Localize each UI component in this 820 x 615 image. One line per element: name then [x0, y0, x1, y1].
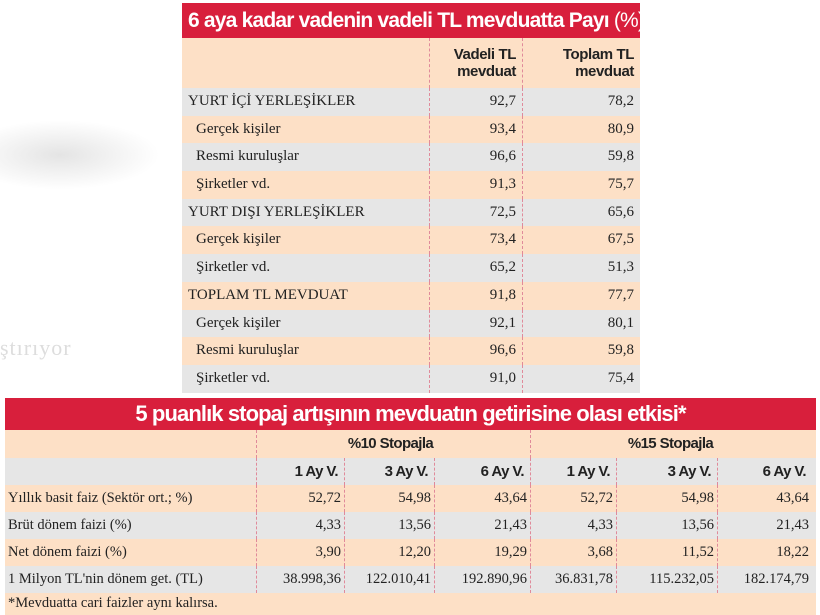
subheader-cell: 1 Ay V.: [256, 458, 344, 485]
value-cell: 52,72: [530, 485, 616, 512]
subheader-cell: 1 Ay V.: [530, 458, 616, 485]
vadeli-value: 91,3: [429, 171, 522, 199]
withholding-impact-table: 5 puanlık stopaj artışının mevduatın get…: [5, 398, 816, 615]
row-label: Resmi kuruluşlar: [196, 342, 299, 359]
subheader-cell: 3 Ay V.: [616, 458, 717, 485]
table-row: Resmi kuruluşlar 96,6 59,8: [182, 143, 640, 172]
row-label: Resmi kuruluşlar: [196, 148, 299, 165]
value-cell: 4,33: [256, 512, 344, 539]
row-label: TOPLAM TL MEVDUAT: [188, 286, 348, 303]
toplam-value: 78,2: [522, 88, 640, 116]
row-label: Gerçek kişiler: [196, 231, 281, 248]
toplam-value: 59,8: [522, 143, 640, 172]
table-row: Gerçek kişiler 93,4 80,9: [182, 115, 640, 144]
value-cell: 3,90: [256, 539, 344, 566]
row-label: YURT DIŞI YERLEŞİKLER: [188, 203, 365, 220]
subheader-cell: 6 Ay V.: [717, 458, 812, 485]
value-cell: 11,52: [616, 539, 717, 566]
row-label: 1 Milyon TL'nin dönem get. (TL): [8, 571, 203, 587]
table1-title-unit: (%): [613, 9, 640, 32]
toplam-value: 65,6: [522, 198, 640, 227]
table-row: Gerçek kişiler 92,1 80,1: [182, 309, 640, 338]
subheader-cell: 3 Ay V.: [344, 458, 434, 485]
table-row: TOPLAM TL MEVDUAT 91,8 77,7: [182, 281, 640, 310]
background-smudge: [0, 120, 160, 190]
group-15: %15 Stopajla: [530, 430, 816, 458]
toplam-value: 80,1: [522, 309, 640, 338]
table-row: Net dönem faizi (%) 3,90 12,20 19,29 3,68 11,…: [5, 539, 816, 566]
row-label: Gerçek kişiler: [196, 314, 281, 331]
vadeli-value: 91,8: [429, 281, 522, 310]
value-cell: 36.831,78: [530, 566, 616, 593]
table1-title: 6 aya kadar vadenin vadeli TL mevduatta …: [182, 3, 640, 38]
header-toplam: Toplam TL mevduat: [522, 38, 640, 88]
value-cell: 54,98: [344, 485, 434, 512]
value-cell: 21,43: [717, 512, 812, 539]
value-cell: 13,56: [616, 512, 717, 539]
vadeli-value: 65,2: [429, 254, 522, 282]
table-row: Şirketler vd. 65,2 51,3: [182, 254, 640, 282]
value-cell: 19,29: [434, 539, 530, 566]
row-label: Şirketler vd.: [196, 259, 271, 276]
toplam-value: 51,3: [522, 254, 640, 282]
row-label: Net dönem faizi (%): [8, 544, 127, 560]
value-cell: 21,43: [434, 512, 530, 539]
table-row: Şirketler vd. 91,0 75,4: [182, 364, 640, 393]
table-row: Şirketler vd. 91,3 75,7: [182, 171, 640, 199]
toplam-value: 75,7: [522, 171, 640, 199]
footnote: *Mevduatta cari faizler aynı kalırsa.: [5, 593, 816, 615]
toplam-value: 75,4: [522, 364, 640, 393]
vadeli-value: 92,7: [429, 88, 522, 116]
vadeli-value: 91,0: [429, 364, 522, 393]
value-cell: 38.998,36: [256, 566, 344, 593]
table-row: Brüt dönem faizi (%) 4,33 13,56 21,43 4,33 13…: [5, 512, 816, 539]
value-cell: 182.174,79: [717, 566, 812, 593]
subheader-cell: 6 Ay V.: [434, 458, 530, 485]
table1-title-text: 6 aya kadar vadenin vadeli TL mevduatta …: [188, 9, 610, 32]
background-text: ştırıyor: [0, 335, 72, 360]
table-row: YURT DIŞI YERLEŞİKLER 72,5 65,6: [182, 198, 640, 227]
deposit-share-table: 6 aya kadar vadenin vadeli TL mevduatta …: [182, 3, 640, 393]
value-cell: 192.890,96: [434, 566, 530, 593]
value-cell: 43,64: [434, 485, 530, 512]
value-cell: 54,98: [616, 485, 717, 512]
value-cell: 4,33: [530, 512, 616, 539]
value-cell: 43,64: [717, 485, 812, 512]
table-row: YURT İÇİ YERLEŞİKLER 92,7 78,2: [182, 88, 640, 116]
row-label: Brüt dönem faizi (%): [8, 517, 132, 533]
vadeli-value: 96,6: [429, 143, 522, 172]
value-cell: 12,20: [344, 539, 434, 566]
vadeli-value: 93,4: [429, 115, 522, 144]
value-cell: 13,56: [344, 512, 434, 539]
table1-header-row: Vadeli TL mevduat Toplam TL mevduat: [182, 38, 640, 88]
value-cell: 3,68: [530, 539, 616, 566]
table-row: Yıllık basit faiz (Sektör ort.; %) 52,72 5…: [5, 485, 816, 512]
table-row: Resmi kuruluşlar 96,6 59,8: [182, 337, 640, 365]
row-label: Şirketler vd.: [196, 369, 271, 386]
header-vadeli: Vadeli TL mevduat: [429, 38, 522, 88]
toplam-value: 67,5: [522, 226, 640, 255]
vadeli-value: 96,6: [429, 337, 522, 365]
toplam-value: 59,8: [522, 337, 640, 365]
table-row: Gerçek kişiler 73,4 67,5: [182, 226, 640, 255]
vadeli-value: 72,5: [429, 198, 522, 227]
vadeli-value: 73,4: [429, 226, 522, 255]
toplam-value: 80,9: [522, 115, 640, 144]
vadeli-value: 92,1: [429, 309, 522, 338]
row-label: YURT İÇİ YERLEŞİKLER: [188, 93, 356, 109]
value-cell: 122.010,41: [344, 566, 434, 593]
value-cell: 18,22: [717, 539, 812, 566]
table-row: 1 Milyon TL'nin dönem get. (TL) 38.998,36…: [5, 566, 816, 593]
row-label: Şirketler vd.: [196, 176, 271, 193]
table2-title: 5 puanlık stopaj artışının mevduatın get…: [5, 398, 816, 430]
value-cell: 52,72: [256, 485, 344, 512]
row-label: Yıllık basit faiz (Sektör ort.; %): [8, 490, 193, 506]
row-label: Gerçek kişiler: [196, 120, 281, 137]
group-10: %10 Stopajla: [256, 430, 530, 458]
table2-subheader-row: 1 Ay V. 3 Ay V. 6 Ay V. 1 Ay V. 3 Ay V. 6 Ay …: [5, 458, 816, 485]
table2-group-row: %10 Stopajla %15 Stopajla: [5, 430, 816, 458]
toplam-value: 77,7: [522, 281, 640, 310]
value-cell: 115.232,05: [616, 566, 717, 593]
